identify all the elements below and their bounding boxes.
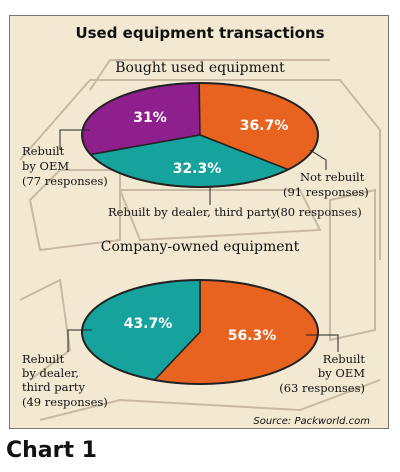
pie2-leader-lines bbox=[67, 329, 339, 352]
pie2-slice2-value: 43.7% bbox=[124, 316, 173, 332]
pie1-slice3-value: 32.3% bbox=[173, 161, 222, 177]
pie1-label-notrebuilt: Not rebuilt bbox=[300, 170, 365, 184]
pie2-label-dealer-line2: by dealer, bbox=[22, 366, 79, 380]
pie1-slice1-value: 31% bbox=[133, 110, 167, 126]
pie1-slices bbox=[81, 82, 319, 188]
pie2-label-dealer-line1: Rebuilt bbox=[22, 352, 65, 366]
pie2-slice1-value: 56.3% bbox=[228, 328, 277, 344]
pie2-leader-line-dealer bbox=[67, 329, 92, 352]
source-note: Source: Packworld.com bbox=[253, 416, 370, 427]
pie1-label-oem: Rebuilt bbox=[22, 144, 65, 158]
pie2-outline bbox=[81, 279, 319, 385]
pie1-leader-line-notrebuilt bbox=[309, 149, 327, 170]
pie1-label-dealer: Rebuilt by dealer, third party bbox=[108, 205, 278, 219]
pie1-responses-oem: (77 responses) bbox=[22, 174, 108, 188]
pie2-title: Company-owned equipment bbox=[101, 239, 300, 255]
pie1-leader-lines bbox=[59, 129, 327, 205]
pie2-responses-dealer: (49 responses) bbox=[22, 395, 108, 409]
pie1-responses-notrebuilt: (91 responses) bbox=[283, 185, 369, 199]
pie2-label-oem-line2: by OEM bbox=[318, 366, 365, 380]
pie1-slice2-value: 36.7% bbox=[240, 118, 289, 134]
chart-caption: Chart 1 bbox=[6, 438, 97, 463]
pie1-title: Bought used equipment bbox=[115, 60, 285, 76]
pie1-outline bbox=[81, 82, 319, 188]
background-machine-illustration bbox=[19, 59, 381, 421]
pie1-leader-line-oem bbox=[59, 129, 90, 150]
pie2-leader-line-oem bbox=[306, 334, 339, 352]
pie2-responses-oem: (63 responses) bbox=[279, 381, 365, 395]
figure-title: Used equipment transactions bbox=[75, 24, 324, 42]
pie2-label-oem-line1: Rebuilt bbox=[323, 352, 366, 366]
pie2-slices bbox=[81, 279, 319, 385]
pie1-label-oem-line2: by OEM bbox=[22, 159, 69, 173]
pie2-label-dealer-line3: third party bbox=[22, 380, 86, 394]
pie1-responses-dealer: (80 responses) bbox=[276, 205, 362, 219]
